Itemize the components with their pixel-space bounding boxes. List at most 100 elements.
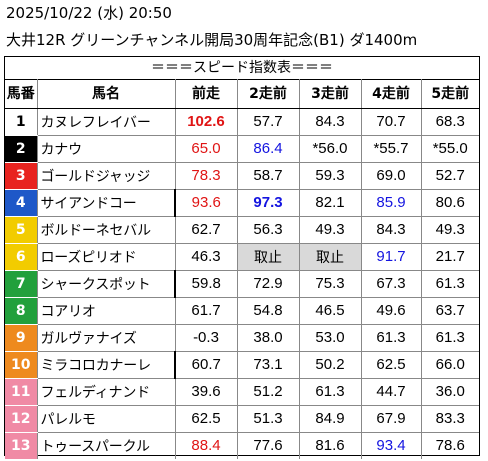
speed-index-cell: 86.4 (236, 135, 299, 163)
speed-index-cell: 59.3 (298, 162, 361, 190)
speed-index-cell: 60.7 (174, 351, 237, 379)
horse-name: パレルモ (36, 405, 175, 433)
horse-name: シャークスポット (36, 270, 175, 298)
speed-index-cell: 91.7 (360, 243, 421, 271)
horse-name: トゥースパークル (36, 432, 175, 459)
speed-index-cell: 67.3 (360, 270, 421, 298)
speed-index-cell: 62.5 (174, 405, 237, 433)
speed-index-cell: 78.3 (174, 162, 237, 190)
horse-number: 5 (5, 216, 37, 244)
horse-name: ゴールドジャッジ (36, 162, 175, 190)
col-header-5-races-ago: 5走前 (420, 79, 479, 109)
speed-index-cell: 83.3 (420, 405, 479, 433)
table-subtitle: ＝＝＝スピード指数表＝＝＝ (5, 57, 479, 80)
table-row: 7 シャークスポット 59.8 72.9 75.3 67.3 61.3 (5, 270, 479, 298)
table-header-row: 馬番 馬名 前走 2走前 3走前 4走前 5走前 (5, 79, 479, 109)
speed-index-cell: 88.4 (174, 432, 237, 459)
table-row: 3 ゴールドジャッジ 78.3 58.7 59.3 69.0 52.7 (5, 162, 479, 190)
speed-index-cell: 85.9 (360, 189, 421, 217)
speed-index-cell: 78.6 (420, 432, 479, 459)
speed-index-table: 馬番 馬名 前走 2走前 3走前 4走前 5走前 1 カヌレフレイバー 102.6 5… (5, 79, 479, 460)
speed-index-cell: 84.3 (298, 108, 361, 136)
horse-number: 6 (5, 243, 37, 271)
speed-index-cell: 52.7 (420, 162, 479, 190)
speed-index-cell: 59.8 (174, 270, 237, 298)
speed-index-cell: 67.9 (360, 405, 421, 433)
speed-index-cell: *56.0 (298, 135, 361, 163)
speed-index-cell: 57.7 (236, 108, 299, 136)
speed-index-cell: 取止 (298, 243, 361, 271)
horse-name: カヌレフレイバー (36, 108, 175, 136)
speed-index-cell: *55.0 (420, 135, 479, 163)
col-header-4-races-ago: 4走前 (360, 79, 421, 109)
speed-index-cell: 84.3 (360, 216, 421, 244)
table-row: 4 サイアンドコー 93.6 97.3 82.1 85.9 80.6 (5, 189, 479, 217)
col-header-horse-name: 馬名 (36, 79, 175, 109)
speed-index-cell: 63.7 (420, 297, 479, 325)
speed-index-cell: 36.0 (420, 378, 479, 406)
speed-index-cell: 72.9 (236, 270, 299, 298)
speed-index-cell: *55.7 (360, 135, 421, 163)
speed-index-cell: 53.0 (298, 324, 361, 352)
table-row: 10 ミラコロカナーレ 60.7 73.1 50.2 62.5 66.0 (5, 351, 479, 379)
speed-index-cell: 56.3 (236, 216, 299, 244)
horse-name: ミラコロカナーレ (36, 351, 175, 379)
horse-name: サイアンドコー (36, 189, 175, 217)
speed-index-cell: 75.3 (298, 270, 361, 298)
speed-index-cell: 58.7 (236, 162, 299, 190)
speed-index-panel: ＝＝＝スピード指数表＝＝＝ 馬番 馬名 前走 2走前 3走前 4走前 5走前 1… (4, 56, 480, 460)
horse-number: 10 (5, 351, 37, 379)
speed-index-cell: -0.3 (174, 324, 237, 352)
table-row: 8 コアリオ 61.7 54.8 46.5 49.6 63.7 (5, 297, 479, 325)
speed-index-cell: 82.1 (298, 189, 361, 217)
speed-index-cell: 61.3 (420, 270, 479, 298)
speed-index-cell: 97.3 (236, 189, 299, 217)
speed-index-cell: 38.0 (236, 324, 299, 352)
horse-name: ボルドーネセバル (36, 216, 175, 244)
speed-index-cell: 80.6 (420, 189, 479, 217)
speed-index-cell: 44.7 (360, 378, 421, 406)
speed-index-cell: 70.7 (360, 108, 421, 136)
speed-index-cell: 61.3 (420, 324, 479, 352)
horse-number: 13 (5, 432, 37, 460)
speed-index-cell: 66.0 (420, 351, 479, 379)
speed-index-cell: 62.7 (174, 216, 237, 244)
horse-number: 7 (5, 270, 37, 298)
col-header-3-races-ago: 3走前 (298, 79, 361, 109)
horse-number: 1 (5, 108, 37, 136)
speed-index-cell: 93.6 (174, 189, 237, 217)
table-row: 11 フェルディナンド 39.6 51.2 61.3 44.7 36.0 (5, 378, 479, 406)
speed-index-cell: 49.3 (298, 216, 361, 244)
speed-index-cell: 61.7 (174, 297, 237, 325)
speed-index-cell: 49.6 (360, 297, 421, 325)
table-row: 9 ガルヴァナイズ -0.3 38.0 53.0 61.3 61.3 (5, 324, 479, 352)
speed-index-cell: 46.3 (174, 243, 237, 271)
horse-name: ガルヴァナイズ (36, 324, 175, 352)
horse-name: フェルディナンド (36, 378, 175, 406)
speed-index-cell: 取止 (236, 243, 299, 271)
speed-index-cell: 93.4 (360, 432, 421, 459)
table-row: 6 ローズピリオド 46.3 取止 取止 91.7 21.7 (5, 243, 479, 271)
table-row: 1 カヌレフレイバー 102.6 57.7 84.3 70.7 68.3 (5, 108, 479, 136)
col-header-umaban: 馬番 (5, 79, 37, 109)
speed-index-cell: 84.9 (298, 405, 361, 433)
speed-index-cell: 61.3 (298, 378, 361, 406)
speed-index-cell: 21.7 (420, 243, 479, 271)
col-header-2-races-ago: 2走前 (236, 79, 299, 109)
speed-index-cell: 73.1 (236, 351, 299, 379)
horse-number: 8 (5, 297, 37, 325)
table-row: 12 パレルモ 62.5 51.3 84.9 67.9 83.3 (5, 405, 479, 433)
horse-number: 12 (5, 405, 37, 433)
horse-name: ローズピリオド (36, 243, 175, 271)
table-row: 2 カナウ 65.0 86.4 *56.0 *55.7 *55.0 (5, 135, 479, 163)
horse-number: 11 (5, 378, 37, 406)
table-row: 5 ボルドーネセバル 62.7 56.3 49.3 84.3 49.3 (5, 216, 479, 244)
speed-index-cell: 65.0 (174, 135, 237, 163)
col-header-last-race: 前走 (174, 79, 237, 109)
speed-index-cell: 54.8 (236, 297, 299, 325)
speed-index-cell: 61.3 (360, 324, 421, 352)
horse-name: コアリオ (36, 297, 175, 325)
speed-index-cell: 49.3 (420, 216, 479, 244)
race-title: 大井12R グリーンチャンネル開局30周年記念(B1) ダ1400m (6, 31, 418, 49)
speed-index-cell: 69.0 (360, 162, 421, 190)
